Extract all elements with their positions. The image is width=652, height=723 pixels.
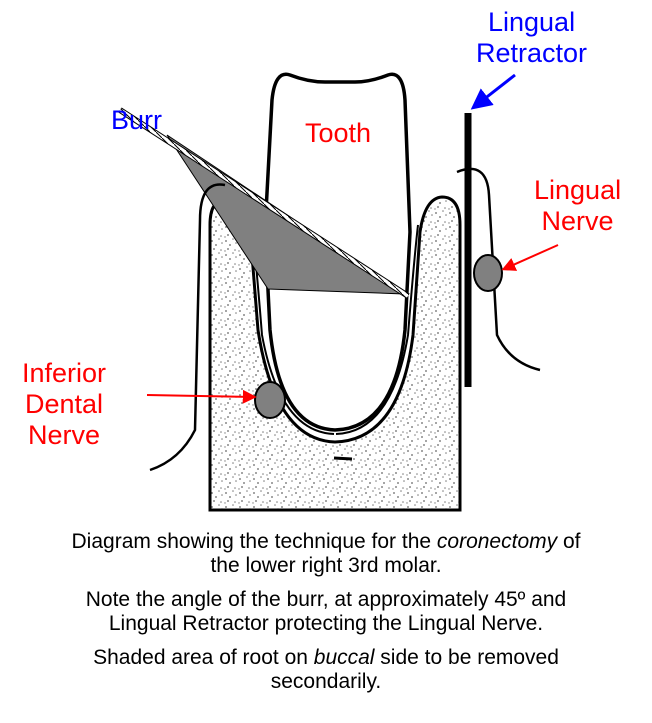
caption-3-em: buccal — [314, 646, 375, 669]
lingual-nerve — [474, 255, 502, 291]
caption-1-em: coronectomy — [437, 530, 557, 553]
caption-1-pre: Diagram showing the technique for the — [72, 530, 437, 553]
label-burr: Burr — [111, 105, 162, 136]
label-lingual-nerve: Lingual Nerve — [534, 175, 621, 237]
caption-line-1: Diagram showing the technique for the co… — [56, 530, 596, 578]
caption-line-2: Note the angle of the burr, at approxima… — [56, 588, 596, 636]
label-tooth: Tooth — [305, 118, 371, 149]
inferior-dental-nerve — [255, 382, 285, 418]
caption-block: Diagram showing the technique for the co… — [0, 520, 652, 704]
caption-line-3: Shaded area of root on buccal side to be… — [56, 646, 596, 694]
arrow-retractor — [474, 75, 515, 107]
caption-3-pre: Shaded area of root on — [93, 646, 314, 669]
arrow-lingual-nerve — [504, 245, 558, 269]
label-lingual-retractor: Lingual Retractor — [476, 7, 587, 69]
diagram-stage: Tooth Burr Lingual Retractor Lingual Ner… — [0, 0, 652, 723]
label-inferior-dental-nerve: Inferior Dental Nerve — [22, 358, 106, 451]
